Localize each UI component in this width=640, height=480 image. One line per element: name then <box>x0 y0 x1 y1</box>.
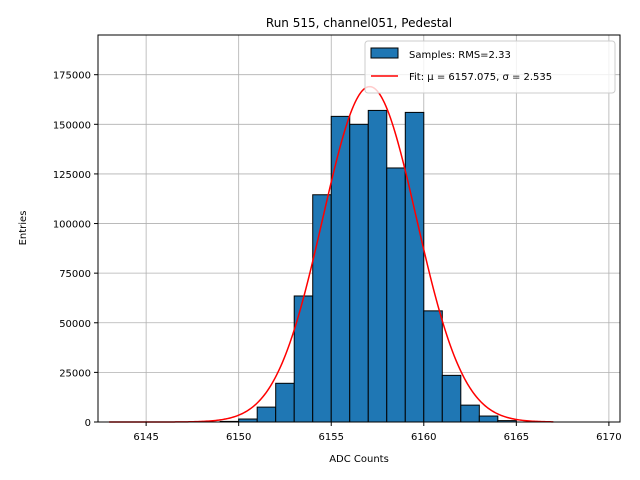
y-tick-label: 75000 <box>59 269 91 280</box>
y-tick-label: 25000 <box>59 368 91 379</box>
y-tick-label: 125000 <box>53 170 91 181</box>
y-tick-label: 50000 <box>59 319 91 330</box>
histogram-bar <box>386 167 406 423</box>
legend-bar-swatch <box>370 47 399 59</box>
histogram-bar <box>441 374 462 423</box>
histogram-bar <box>478 415 499 423</box>
histogram-bar <box>275 382 295 423</box>
histogram-bar <box>423 310 443 423</box>
y-tick-label: 0 <box>85 418 91 429</box>
x-tick-label: 6155 <box>319 432 344 443</box>
histogram-bar <box>330 115 351 423</box>
x-tick-label: 6165 <box>504 432 529 443</box>
x-axis-label: ADC Counts <box>329 454 389 465</box>
histogram-bar <box>460 404 480 423</box>
axis-ticks: 6145 6150 6155 6160 6165 6170 0 25000 50000 75000… <box>53 71 622 443</box>
legend: Samples: RMS=2.33 Fit: μ = 6157.075, σ =… <box>364 40 616 94</box>
legend-label-samples: Samples: RMS=2.33 <box>409 50 511 61</box>
x-tick-label: 6170 <box>596 432 621 443</box>
histogram-bar <box>404 111 425 423</box>
y-tick-label: 175000 <box>53 71 91 82</box>
chart-title: Run 515, channel051, Pedestal <box>266 16 452 30</box>
x-tick-label: 6145 <box>133 432 158 443</box>
y-tick-label: 150000 <box>53 120 91 131</box>
plot-frame <box>97 34 621 423</box>
x-tick-label: 6150 <box>226 432 251 443</box>
x-tick-label: 6160 <box>411 432 436 443</box>
histogram-bar <box>312 194 332 423</box>
y-tick-label: 100000 <box>53 220 91 231</box>
histogram-bar <box>349 123 369 423</box>
y-axis-label: Entries <box>18 211 29 246</box>
legend-box <box>364 40 616 94</box>
histogram-bar <box>293 295 314 423</box>
histogram-bar <box>367 109 388 423</box>
histogram-bar <box>256 406 277 423</box>
legend-label-fit: Fit: μ = 6157.075, σ = 2.535 <box>409 72 552 83</box>
